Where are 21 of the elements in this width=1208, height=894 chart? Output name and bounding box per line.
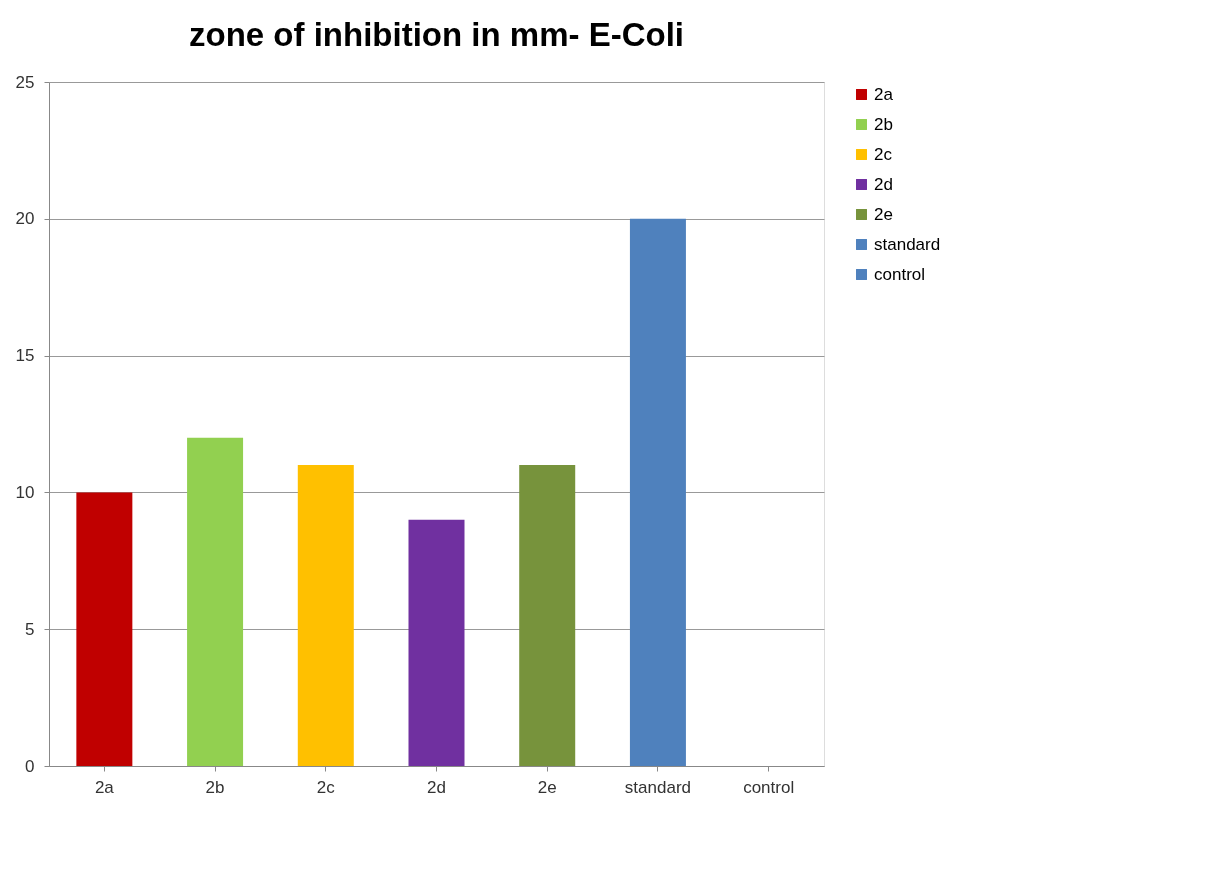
chart-title: zone of inhibition in mm- E-Coli xyxy=(189,16,684,53)
y-tick-label: 15 xyxy=(15,346,35,366)
legend-label: 2d xyxy=(874,174,893,194)
legend-label: standard xyxy=(874,234,941,254)
y-tick-label: 0 xyxy=(25,756,35,776)
y-tick-label: 25 xyxy=(15,72,35,92)
legend-label: 2e xyxy=(874,204,893,224)
y-tick-label: 20 xyxy=(15,209,35,229)
y-tick-label: 5 xyxy=(25,619,35,639)
legend-label: control xyxy=(874,264,926,284)
legend-label: 2c xyxy=(874,144,893,164)
x-tick-label: 2c xyxy=(316,777,336,797)
legend-label: 2a xyxy=(874,84,894,104)
x-tick-label: 2e xyxy=(537,777,557,797)
x-tick-label: 2b xyxy=(205,777,225,797)
x-tick-label: standard xyxy=(624,777,692,797)
x-tick-label: control xyxy=(743,777,795,797)
legend-label: 2b xyxy=(874,114,893,134)
x-tick-label: 2d xyxy=(427,777,446,797)
x-tick-label: 2a xyxy=(94,777,115,797)
y-tick-label: 10 xyxy=(15,482,35,502)
